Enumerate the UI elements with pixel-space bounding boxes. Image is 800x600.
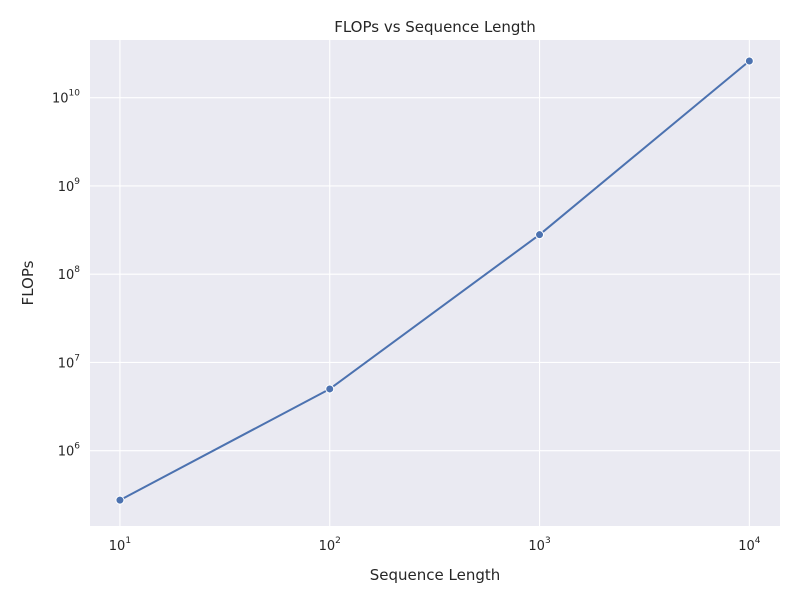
tick-base: 10 [58, 180, 75, 195]
tick-exponent: 10 [69, 89, 81, 99]
tick-base: 10 [58, 356, 75, 371]
tick-exponent: 9 [74, 177, 80, 187]
x-axis-label: Sequence Length [370, 566, 501, 584]
data-point [325, 384, 335, 394]
x-tick-label: 103 [528, 536, 550, 554]
tick-exponent: 2 [335, 536, 341, 546]
tick-exponent: 8 [74, 265, 80, 275]
tick-base: 10 [528, 539, 545, 554]
x-tick-labels: 101 102 103 104 [109, 536, 761, 554]
y-tick-label: 106 [58, 442, 81, 460]
series-layer [115, 56, 754, 505]
data-point [535, 230, 545, 240]
tick-base: 10 [58, 268, 75, 283]
tick-base: 10 [738, 539, 755, 554]
y-axis-label: FLOPs [19, 260, 37, 305]
plot-area [90, 40, 780, 526]
tick-exponent: 1 [125, 536, 131, 546]
data-point [115, 495, 125, 505]
tick-exponent: 4 [755, 536, 761, 546]
grid-lines [90, 40, 780, 526]
series-line [118, 60, 751, 502]
chart-title: FLOPs vs Sequence Length [334, 18, 536, 36]
y-tick-label: 108 [58, 265, 81, 283]
y-tick-label: 109 [58, 177, 81, 195]
tick-base: 10 [52, 92, 69, 107]
data-point [744, 56, 754, 66]
tick-base: 10 [58, 445, 75, 460]
x-tick-label: 104 [738, 536, 761, 554]
y-tick-label: 1010 [52, 89, 80, 107]
tick-exponent: 6 [74, 442, 80, 452]
y-tick-label: 107 [58, 353, 80, 371]
x-tick-label: 102 [319, 536, 341, 554]
x-tick-label: 101 [109, 536, 131, 554]
tick-exponent: 3 [545, 536, 551, 546]
tick-base: 10 [109, 539, 126, 554]
tick-exponent: 7 [74, 353, 80, 363]
tick-base: 10 [319, 539, 336, 554]
